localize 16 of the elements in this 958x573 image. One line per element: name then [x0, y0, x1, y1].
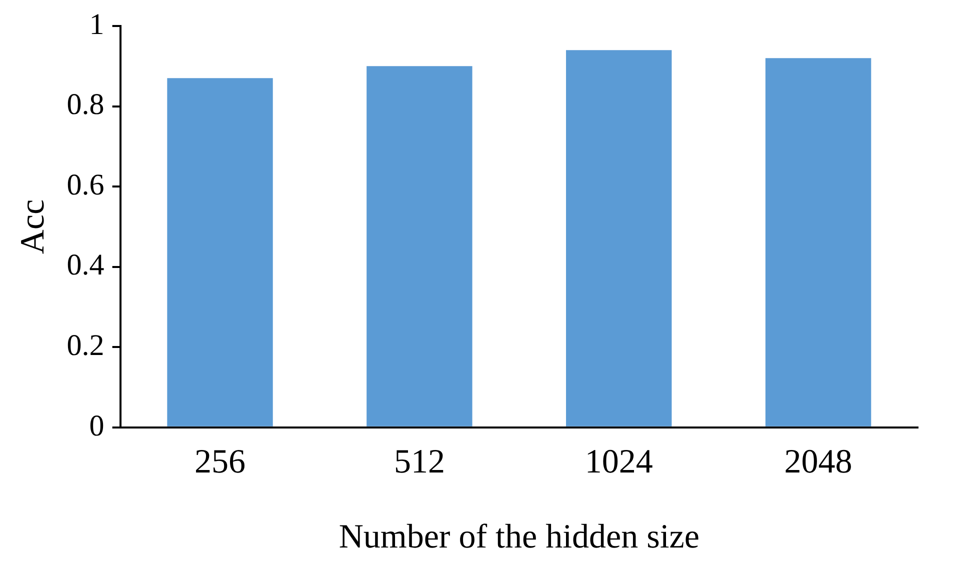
- x-tick-label: 256: [194, 444, 246, 481]
- y-tick-label: 0.6: [66, 168, 104, 202]
- x-tick-label: 512: [394, 444, 445, 481]
- y-tick-label: 0: [89, 409, 104, 442]
- x-tick-label: 1024: [584, 444, 653, 481]
- x-tick-label: 2048: [784, 444, 852, 481]
- bar: [167, 78, 273, 426]
- y-tick-label: 0.2: [66, 328, 104, 362]
- y-tick-label: 0.8: [66, 88, 104, 122]
- y-axis-title: Acc: [14, 199, 52, 254]
- bar: [566, 50, 672, 426]
- bar: [366, 66, 472, 426]
- x-axis-title: Number of the hidden size: [338, 518, 700, 556]
- y-tick-label: 0.4: [66, 248, 104, 282]
- y-tick-label: 1: [89, 8, 104, 41]
- bar: [765, 58, 872, 426]
